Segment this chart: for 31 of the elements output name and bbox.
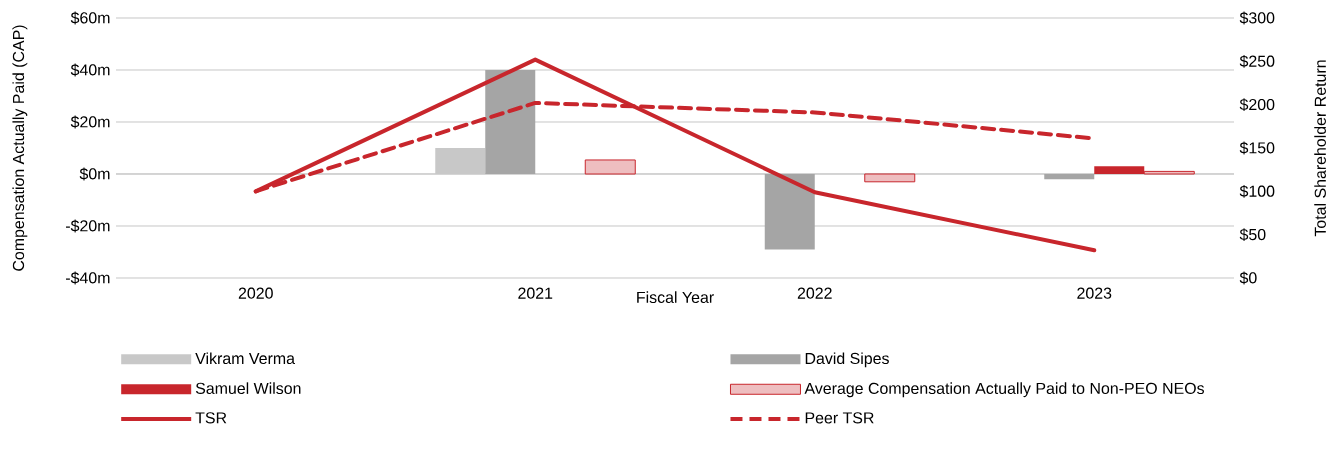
y2-tick-label: $200 <box>1239 98 1275 112</box>
bar <box>764 174 815 250</box>
y-axis-title: Compensation Actually Paid (CAP) <box>12 25 28 271</box>
bar <box>1044 174 1095 180</box>
y2-tick-label: $300 <box>1239 11 1275 25</box>
x-tick-label: 2022 <box>797 287 832 299</box>
y2-tick-label: $100 <box>1239 184 1275 198</box>
y2-tick-label: $150 <box>1239 141 1275 155</box>
legend-label: David Sipes <box>805 352 889 368</box>
y2-tick-label: $50 <box>1239 228 1266 242</box>
y2-axis-title: Total Shareholder Return <box>1314 60 1326 237</box>
y-tick-label: -$40m <box>66 271 110 285</box>
x-axis-title: Fiscal Year <box>637 291 714 304</box>
legend-label: Samuel Wilson <box>195 382 301 395</box>
x-tick-label: 2021 <box>518 287 553 299</box>
legend-label: Average Compensation Actually Paid to Non-PEO NEOs <box>804 382 1205 398</box>
y2-tick-label: $0 <box>1239 271 1257 285</box>
legend-label: Vikram Verma <box>195 352 295 365</box>
bar <box>584 159 636 175</box>
y-tick-label: $0m <box>79 167 110 181</box>
y-tick-label: -$20m <box>66 219 110 233</box>
legend-label: TSR <box>195 412 227 424</box>
y-tick-label: $60m <box>70 11 110 25</box>
y2-tick-label: $250 <box>1239 54 1275 68</box>
y-tick-label: $40m <box>70 63 110 77</box>
legend-label: Peer TSR <box>805 412 874 424</box>
x-tick-label: 2023 <box>1077 287 1112 299</box>
y-tick-label: $20m <box>70 115 110 129</box>
bar <box>485 70 536 174</box>
x-tick-label: 2020 <box>238 287 273 299</box>
bar <box>864 173 916 183</box>
